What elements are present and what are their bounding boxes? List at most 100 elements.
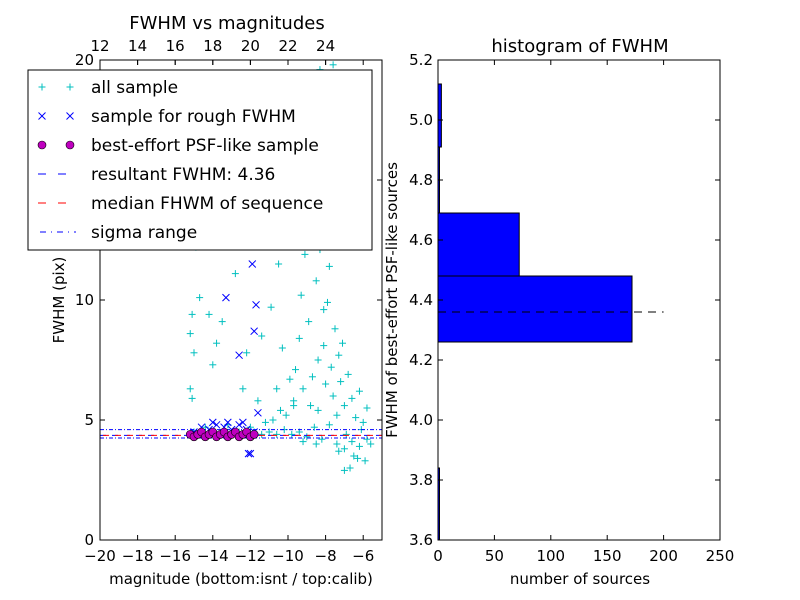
legend-label: sigma range [91,223,197,243]
all-sample-point [186,330,194,338]
all-sample-point [301,250,309,258]
all-sample-point [273,430,281,438]
all-sample-point [66,83,74,91]
y-tick-label: 4.8 [409,171,433,189]
x-tick-label: 250 [706,547,735,565]
x-tick-label: −8 [315,547,337,565]
psf-sample-point [249,430,259,439]
histogram-axes: 0 50 100 150 200 250 3.6 3.8 4.0 4.2 4.4 4.6 4.8 5.0 5… [409,51,734,565]
legend-item: all sample [38,78,178,98]
x-tick-label: −12 [235,547,267,565]
all-sample-point [325,262,333,270]
scatter-marks [100,61,382,474]
x-tick-label: 200 [649,547,678,565]
legend-label: best-effort PSF-like sample [91,136,319,156]
all-sample-point [314,356,322,364]
all-sample-point [323,298,331,306]
rough-sample-point [254,408,262,417]
x-tick-label: 0 [433,547,443,565]
all-sample-point [205,310,213,318]
x-tick-label: −18 [122,547,154,565]
histogram-marks [437,83,664,541]
all-sample-point [209,361,217,369]
all-sample-point [348,394,356,402]
all-sample-point [196,294,204,302]
all-sample-point [243,349,251,357]
all-sample-point [359,418,367,426]
all-sample-point [355,442,363,450]
x-top-tick-label: 18 [203,37,222,55]
all-sample-point [258,332,266,340]
all-sample-point [327,363,335,371]
x-top-tick-label: 14 [128,37,147,55]
all-sample-point [310,423,318,431]
all-sample-point [325,421,333,429]
all-sample-point [355,387,363,395]
all-sample-point [320,342,328,350]
rough-sample-point [223,418,232,427]
histogram-ylabel: FWHM of best-effort PSF-like sources [383,162,401,438]
rough-sample-point [235,351,243,360]
scatter-xlabel: magnitude (bottom:isnt / top:calib) [109,570,373,588]
rough-sample-point [244,449,253,458]
all-sample-point [290,402,298,410]
all-sample-point [340,466,348,474]
all-sample-point [276,406,284,414]
all-sample-point [299,385,307,393]
all-sample-point [213,339,221,347]
y-tick-label: 0 [84,531,94,549]
all-sample-point [292,366,300,374]
all-sample-point [363,435,371,443]
all-sample-point [278,344,286,352]
x-tick-label: 150 [593,547,622,565]
rough-sample-point [246,449,255,458]
all-sample-point [322,380,330,388]
all-sample-point [261,418,269,426]
all-sample-point [295,334,303,342]
x-tick-label: −14 [197,547,229,565]
all-sample-point [329,392,337,400]
histogram-title: histogram of FWHM [491,36,668,57]
legend-marker [66,112,74,120]
histogram-bar [437,212,520,277]
x-tick-label: 100 [536,547,565,565]
rough-sample-point [222,293,230,302]
all-sample-point [363,404,371,412]
all-sample-point [354,454,362,462]
histogram-xlabel: number of sources [510,570,650,588]
all-sample-point [335,351,343,359]
legend-item: sigma range [40,223,197,243]
rough-sample-point [252,300,260,309]
all-sample-point [318,435,326,443]
y-tick-label: 4.6 [409,231,433,249]
all-sample-point [367,440,375,448]
scatter-title: FWHM vs magnitudes [129,13,324,34]
legend-label: resultant FWHM: 4.36 [91,165,275,185]
rough-sample-point [239,418,247,427]
y-tick-label: 5 [84,411,94,429]
legend-marker [65,140,75,150]
all-sample-point [333,440,341,448]
all-sample-point [320,306,328,314]
all-sample-point [218,318,226,326]
all-sample-point [188,394,196,402]
scatter-axes: −20 −18 −16 −14 −12 −10 −8 −6 12 14 16 18 20 22 24 0 5 10… [75,37,382,565]
rough-sample-point [235,420,243,429]
histogram-bar [437,275,633,343]
all-sample-point [239,385,247,393]
all-sample-point [186,385,194,393]
all-sample-point [303,433,311,441]
all-sample-point [342,430,350,438]
x-top-tick-label: 16 [166,37,185,55]
y-tick-label: 4.2 [409,351,433,369]
all-sample-point [305,318,313,326]
all-sample-point [314,406,322,414]
rough-sample-point [212,420,221,429]
rough-sample-point [208,418,217,427]
rough-sample-point [248,260,257,268]
legend-item: sample for rough FWHM [38,107,296,127]
scatter-ylabel: FWHM (pix) [50,257,68,344]
all-sample-point [331,325,339,333]
all-sample-point [333,411,341,419]
